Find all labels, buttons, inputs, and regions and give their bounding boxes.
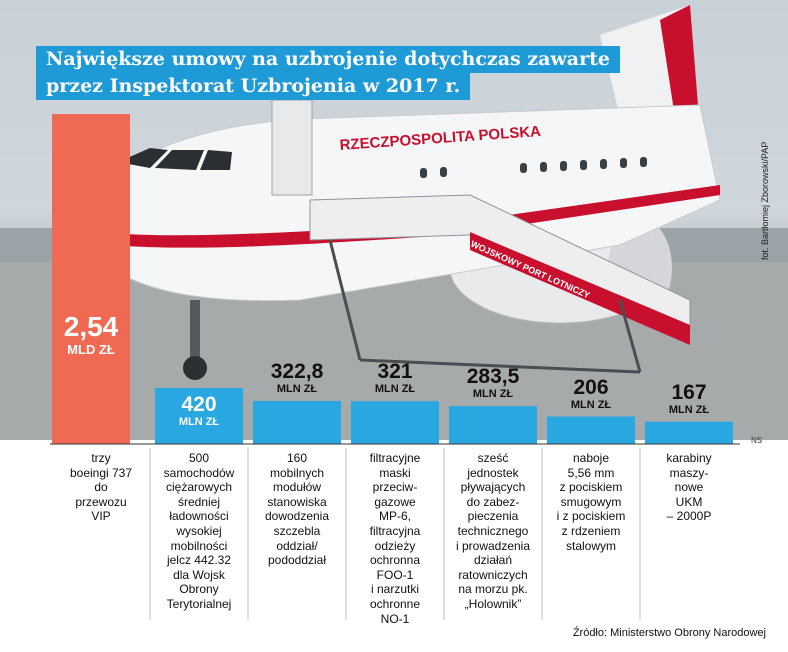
cockpit-window <box>200 150 232 170</box>
value-label-1: 2,54 MLD ZŁ <box>52 311 130 358</box>
open-door <box>271 99 313 196</box>
category-description-4: filtracyjne maski przeciw- gazowe MP-6, … <box>369 451 421 626</box>
unit-note: NS <box>751 436 763 445</box>
plane-illustration: RZECZPOSPOLITA POLSKA WOJSKOWY PORT LOTN… <box>0 5 788 440</box>
value-number: 420 <box>181 393 217 416</box>
title-line-2: przez Inspektorat Uzbrojenia w 2017 r. <box>36 73 471 100</box>
stairs-frame <box>328 239 642 374</box>
value-unit: MLN ZŁ <box>472 388 514 401</box>
bar-2 <box>155 388 243 444</box>
value-label-5: 283,5 MLN ZŁ <box>449 366 537 401</box>
value-label-7: 167 MLN ZŁ <box>645 380 733 417</box>
bar-3 <box>253 400 341 444</box>
value-number: 2,54 <box>63 311 119 342</box>
value-label-4: 321 MLN ZŁ <box>351 361 439 396</box>
value-number: 321 <box>377 360 413 384</box>
value-unit: MLN ZŁ <box>668 403 710 416</box>
bars-group <box>52 114 733 620</box>
value-number: 322,8 <box>270 359 324 383</box>
bar-5 <box>449 406 537 444</box>
category-description-3: 160 mobilnych modułów stanowiska dowodze… <box>264 451 330 568</box>
value-label-6: 206 MLN ZŁ <box>547 375 635 412</box>
title-line-1: Największe umowy na uzbrojenie dotychcza… <box>36 46 620 73</box>
category-description-5: sześć jednostek pływających do zabez- pi… <box>455 451 531 611</box>
bar-6 <box>547 416 635 444</box>
category-description-7: karabiny maszy- nowe UKM – 2000P <box>666 451 712 524</box>
category-description-6: naboje 5,56 mm z pociskiem smugowym i z … <box>556 451 626 553</box>
value-unit: MLN ZŁ <box>276 382 318 395</box>
category-description-1: trzy boeingi 737 do przewozu VIP <box>69 451 133 524</box>
value-label-2: 420 MLN ZŁ <box>155 394 243 429</box>
value-number: 206 <box>573 375 609 399</box>
value-number: 167 <box>671 380 707 404</box>
stairs-red-stripe <box>470 232 690 345</box>
nose-wheel <box>183 356 207 380</box>
category-description-2: 500 samochodów ciężarowych średniej łado… <box>163 451 235 611</box>
value-label-3: 322,8 MLN ZŁ <box>253 359 341 396</box>
bar-4 <box>351 401 439 444</box>
cockpit-window <box>118 148 168 168</box>
value-number: 283,5 <box>466 365 520 389</box>
nose-gear <box>190 300 200 360</box>
bar-7 <box>645 421 733 444</box>
value-unit: MLD ZŁ <box>67 342 115 357</box>
value-unit: MLN ZŁ <box>570 398 612 411</box>
value-unit: MLN ZŁ <box>374 383 416 396</box>
passenger-windows <box>420 157 647 178</box>
value-unit: MLN ZŁ <box>178 416 220 428</box>
cockpit-window <box>155 150 204 170</box>
chart-title: Największe umowy na uzbrojenie dotychcza… <box>36 46 620 100</box>
source-note: Źródło: Ministerstwo Obrony Narodowej <box>572 627 766 639</box>
bar-1 <box>52 114 130 444</box>
